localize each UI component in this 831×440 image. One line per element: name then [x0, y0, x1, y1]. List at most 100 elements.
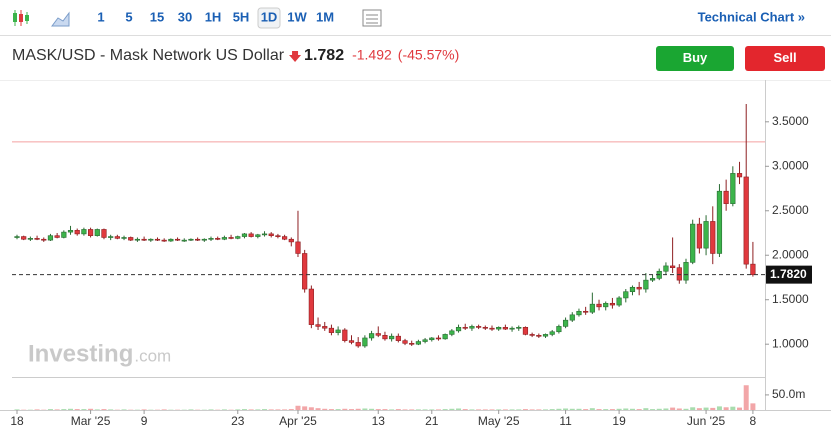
candle-body	[188, 238, 194, 241]
volume-bar	[636, 409, 642, 410]
candle-body	[422, 339, 428, 342]
interval-button[interactable]: 1M	[316, 9, 334, 24]
volume-bar	[221, 409, 227, 410]
volume-bar	[375, 409, 381, 410]
candle-body	[342, 329, 348, 341]
volume-bar	[710, 407, 716, 410]
interval-button[interactable]: 15	[150, 9, 164, 24]
volume-bar	[81, 409, 87, 410]
volume-bar	[743, 385, 749, 410]
volume-bar	[456, 408, 462, 410]
interval-button[interactable]: 1W	[287, 9, 307, 24]
interval-button[interactable]: 1H	[205, 9, 222, 24]
candle-body	[101, 229, 107, 238]
interval-button[interactable]: 1	[97, 9, 104, 24]
volume-bar	[449, 408, 455, 410]
candle-body	[241, 233, 248, 237]
volume-bar	[275, 409, 281, 410]
candle-body	[328, 327, 335, 333]
candle-body	[482, 326, 488, 329]
volume-bar	[101, 409, 107, 410]
candle-body	[395, 335, 401, 341]
volume-bar	[362, 408, 368, 410]
x-tick-label: Mar '25	[71, 414, 111, 428]
candle-body	[462, 326, 468, 329]
candle-body	[562, 319, 569, 327]
candle-body	[261, 233, 268, 236]
candle-body	[522, 326, 529, 335]
watermark-suffix: .com	[134, 346, 171, 365]
volume-bar	[328, 409, 334, 410]
candle-body	[368, 333, 375, 339]
candle-body	[375, 333, 381, 336]
x-tick-label: 23	[231, 414, 245, 428]
x-tick-label: 21	[425, 414, 439, 428]
candle-body	[27, 238, 33, 240]
y-tick-label: 1.5000	[772, 292, 809, 306]
volume-bar	[482, 409, 488, 410]
price-change: -1.492	[352, 47, 392, 63]
interval-button[interactable]: 1D	[261, 9, 278, 24]
candle-body	[409, 343, 415, 345]
volume-bar	[589, 408, 595, 410]
candle-body	[308, 288, 314, 325]
candle-body	[87, 229, 94, 236]
candle-body	[542, 334, 549, 337]
x-tick-label: 13	[372, 414, 386, 428]
last-price: 1.782	[304, 47, 344, 64]
candle-body	[442, 334, 448, 340]
volume-bar	[723, 407, 729, 410]
candle-body	[362, 337, 368, 347]
y-tick-label: 2.0000	[772, 247, 809, 261]
volume-bar	[629, 408, 635, 410]
candle-body	[14, 236, 20, 238]
volume-bar	[47, 409, 53, 410]
candle-body	[348, 340, 355, 343]
interval-button[interactable]: 5	[125, 9, 132, 24]
interval-button[interactable]: 30	[178, 9, 192, 24]
candle-body	[750, 263, 756, 275]
candle-body	[730, 173, 736, 204]
volume-bar	[188, 409, 194, 410]
volume-bar	[556, 408, 562, 410]
volume-bar	[650, 409, 656, 410]
volume-bar	[670, 407, 676, 410]
candle-body	[703, 221, 709, 249]
volume-bar	[268, 409, 274, 410]
buy-button[interactable]	[656, 46, 734, 71]
sell-button[interactable]	[745, 46, 825, 71]
candle-body	[228, 237, 234, 239]
candle-body	[315, 324, 321, 327]
buy-label[interactable]: Buy	[683, 50, 708, 65]
area-icon[interactable]	[51, 11, 70, 27]
sell-label[interactable]: Sell	[773, 50, 796, 65]
candle-body	[716, 190, 723, 254]
down-arrow	[289, 51, 302, 62]
volume-bar	[462, 409, 468, 410]
volume-bar	[288, 409, 294, 410]
volume-bar	[609, 409, 615, 410]
candle-body	[168, 238, 174, 242]
candle-body	[201, 238, 207, 241]
candle-body	[696, 223, 702, 249]
x-tick-label: 19	[612, 414, 626, 428]
volume-bar	[616, 408, 622, 410]
candle-body	[676, 267, 682, 281]
volume-bar	[509, 409, 515, 410]
volume-bar	[402, 409, 408, 410]
volume-bar	[389, 409, 395, 410]
candle-body	[41, 238, 47, 241]
volume-bar	[208, 409, 214, 410]
candle-icon[interactable]	[13, 10, 29, 26]
candle-body	[576, 310, 582, 316]
y-tick-label: 2.5000	[772, 203, 809, 217]
candle-body	[509, 327, 515, 330]
interval-button[interactable]: 5H	[233, 9, 250, 24]
candle-body	[603, 302, 609, 308]
technical-chart-link[interactable]: Technical Chart »	[698, 9, 805, 24]
volume-bar	[14, 409, 20, 410]
candle-body	[128, 237, 134, 241]
volume-bar	[750, 403, 756, 410]
candle-body	[556, 326, 562, 333]
settings-icon[interactable]	[362, 9, 382, 27]
